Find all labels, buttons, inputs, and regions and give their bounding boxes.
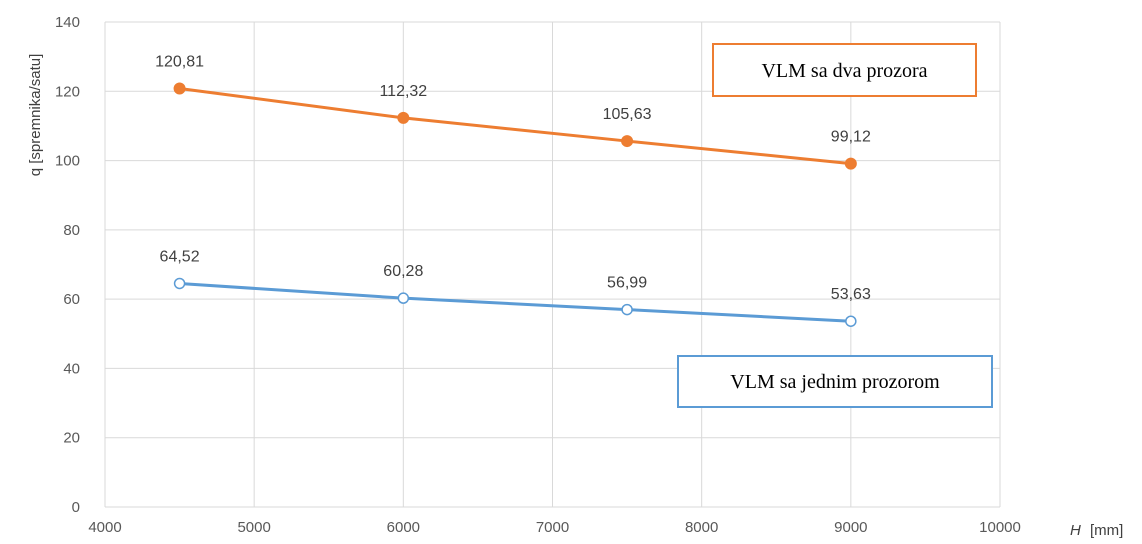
- legend-frame-series-2: [677, 355, 993, 408]
- data-point: [621, 135, 634, 148]
- x-tick-label: 8000: [685, 519, 718, 536]
- data-label: 60,28: [383, 263, 423, 280]
- legend-box-series-2: VLM sa jednim prozorom: [677, 355, 993, 408]
- x-axis-unit: [mm]: [1090, 522, 1123, 539]
- y-tick-label: 40: [63, 360, 80, 377]
- data-point: [397, 111, 410, 124]
- x-axis-variable: H: [1070, 522, 1081, 539]
- data-label: 112,32: [379, 83, 427, 100]
- data-point: [621, 303, 633, 316]
- y-tick-label: 0: [72, 499, 80, 516]
- data-point: [173, 82, 186, 95]
- data-label: 53,63: [831, 286, 871, 303]
- y-tick-label: 120: [55, 83, 80, 100]
- legend-frame-series-1: [712, 43, 977, 97]
- y-tick-label: 20: [63, 430, 80, 447]
- y-axis-title: q [spremnika/satu]: [27, 54, 44, 177]
- series-line-1: [179, 86, 851, 166]
- data-point: [845, 315, 857, 327]
- x-axis-title: H [mm]: [1070, 522, 1123, 539]
- legend-label-series-2: VLM sa jednim prozorom: [730, 371, 940, 393]
- x-tick-label: 9000: [834, 519, 867, 536]
- y-tick-label: 60: [63, 291, 80, 308]
- legend-box-series-1: VLM sa dva prozora: [712, 43, 977, 97]
- data-label: 64,52: [160, 248, 200, 265]
- data-labels: 120,81 112,32 105,63 99,12 64,52 60,28 56,99 53…: [155, 53, 871, 303]
- data-label: 99,12: [831, 129, 871, 146]
- data-point: [173, 277, 186, 290]
- data-point: [844, 157, 857, 170]
- x-axis-ticks: 4000 5000 6000 7000 8000 9000 10000: [88, 519, 1021, 536]
- x-tick-label: 10000: [979, 519, 1021, 536]
- y-tick-label: 100: [55, 153, 80, 170]
- legend-label-series-1: VLM sa dva prozora: [761, 60, 927, 82]
- y-axis-ticks: 0 20 40 60 80 100 120 140: [55, 14, 80, 516]
- data-label: 105,63: [603, 106, 652, 123]
- series-layer: [173, 82, 857, 327]
- data-label: 56,99: [607, 275, 647, 292]
- x-tick-label: 7000: [536, 519, 569, 536]
- data-label: 120,81: [155, 53, 204, 70]
- series-line-2: [179, 281, 851, 323]
- y-tick-label: 80: [63, 222, 80, 239]
- x-tick-label: 6000: [387, 519, 420, 536]
- data-point: [397, 292, 410, 304]
- x-tick-label: 5000: [237, 519, 270, 536]
- x-tick-label: 4000: [88, 519, 121, 536]
- y-tick-label: 140: [55, 14, 80, 31]
